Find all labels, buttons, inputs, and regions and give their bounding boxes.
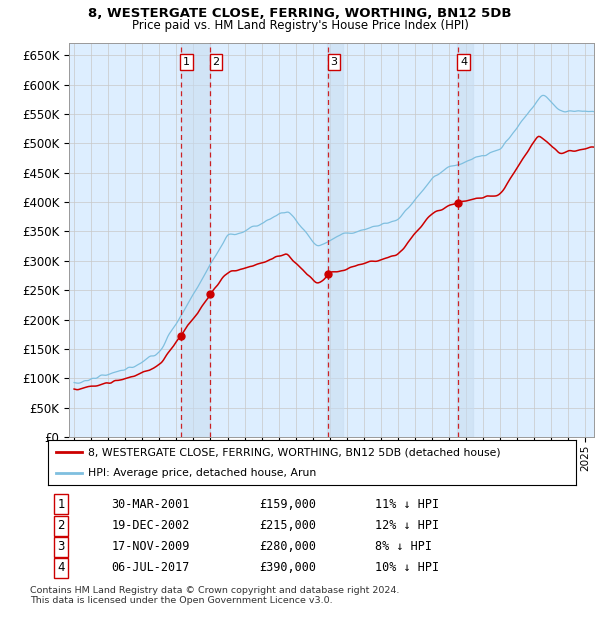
Text: 17-NOV-2009: 17-NOV-2009 [112,540,190,553]
Text: 3: 3 [58,540,65,553]
Text: Price paid vs. HM Land Registry's House Price Index (HPI): Price paid vs. HM Land Registry's House … [131,19,469,32]
Bar [181,43,210,437]
Text: 4: 4 [58,561,65,574]
Text: Contains HM Land Registry data © Crown copyright and database right 2024.
This d: Contains HM Land Registry data © Crown c… [30,586,400,605]
Text: 8% ↓ HPI: 8% ↓ HPI [376,540,433,553]
Text: £390,000: £390,000 [259,561,316,574]
Text: HPI: Average price, detached house, Arun: HPI: Average price, detached house, Arun [88,467,316,478]
Text: 11% ↓ HPI: 11% ↓ HPI [376,498,439,511]
Text: 12% ↓ HPI: 12% ↓ HPI [376,519,439,532]
Text: 10% ↓ HPI: 10% ↓ HPI [376,561,439,574]
Text: 19-DEC-2002: 19-DEC-2002 [112,519,190,532]
Text: £159,000: £159,000 [259,498,316,511]
Text: 2: 2 [212,57,220,67]
Text: 4: 4 [460,57,467,67]
Text: £280,000: £280,000 [259,540,316,553]
Text: 1: 1 [183,57,190,67]
Text: 3: 3 [331,57,337,67]
Text: 8, WESTERGATE CLOSE, FERRING, WORTHING, BN12 5DB: 8, WESTERGATE CLOSE, FERRING, WORTHING, … [88,7,512,20]
Text: 06-JUL-2017: 06-JUL-2017 [112,561,190,574]
Text: 30-MAR-2001: 30-MAR-2001 [112,498,190,511]
Text: 1: 1 [58,498,65,511]
Text: £215,000: £215,000 [259,519,316,532]
Bar [327,43,343,437]
Text: 8, WESTERGATE CLOSE, FERRING, WORTHING, BN12 5DB (detached house): 8, WESTERGATE CLOSE, FERRING, WORTHING, … [88,447,500,458]
Bar [457,43,473,437]
Text: 2: 2 [58,519,65,532]
